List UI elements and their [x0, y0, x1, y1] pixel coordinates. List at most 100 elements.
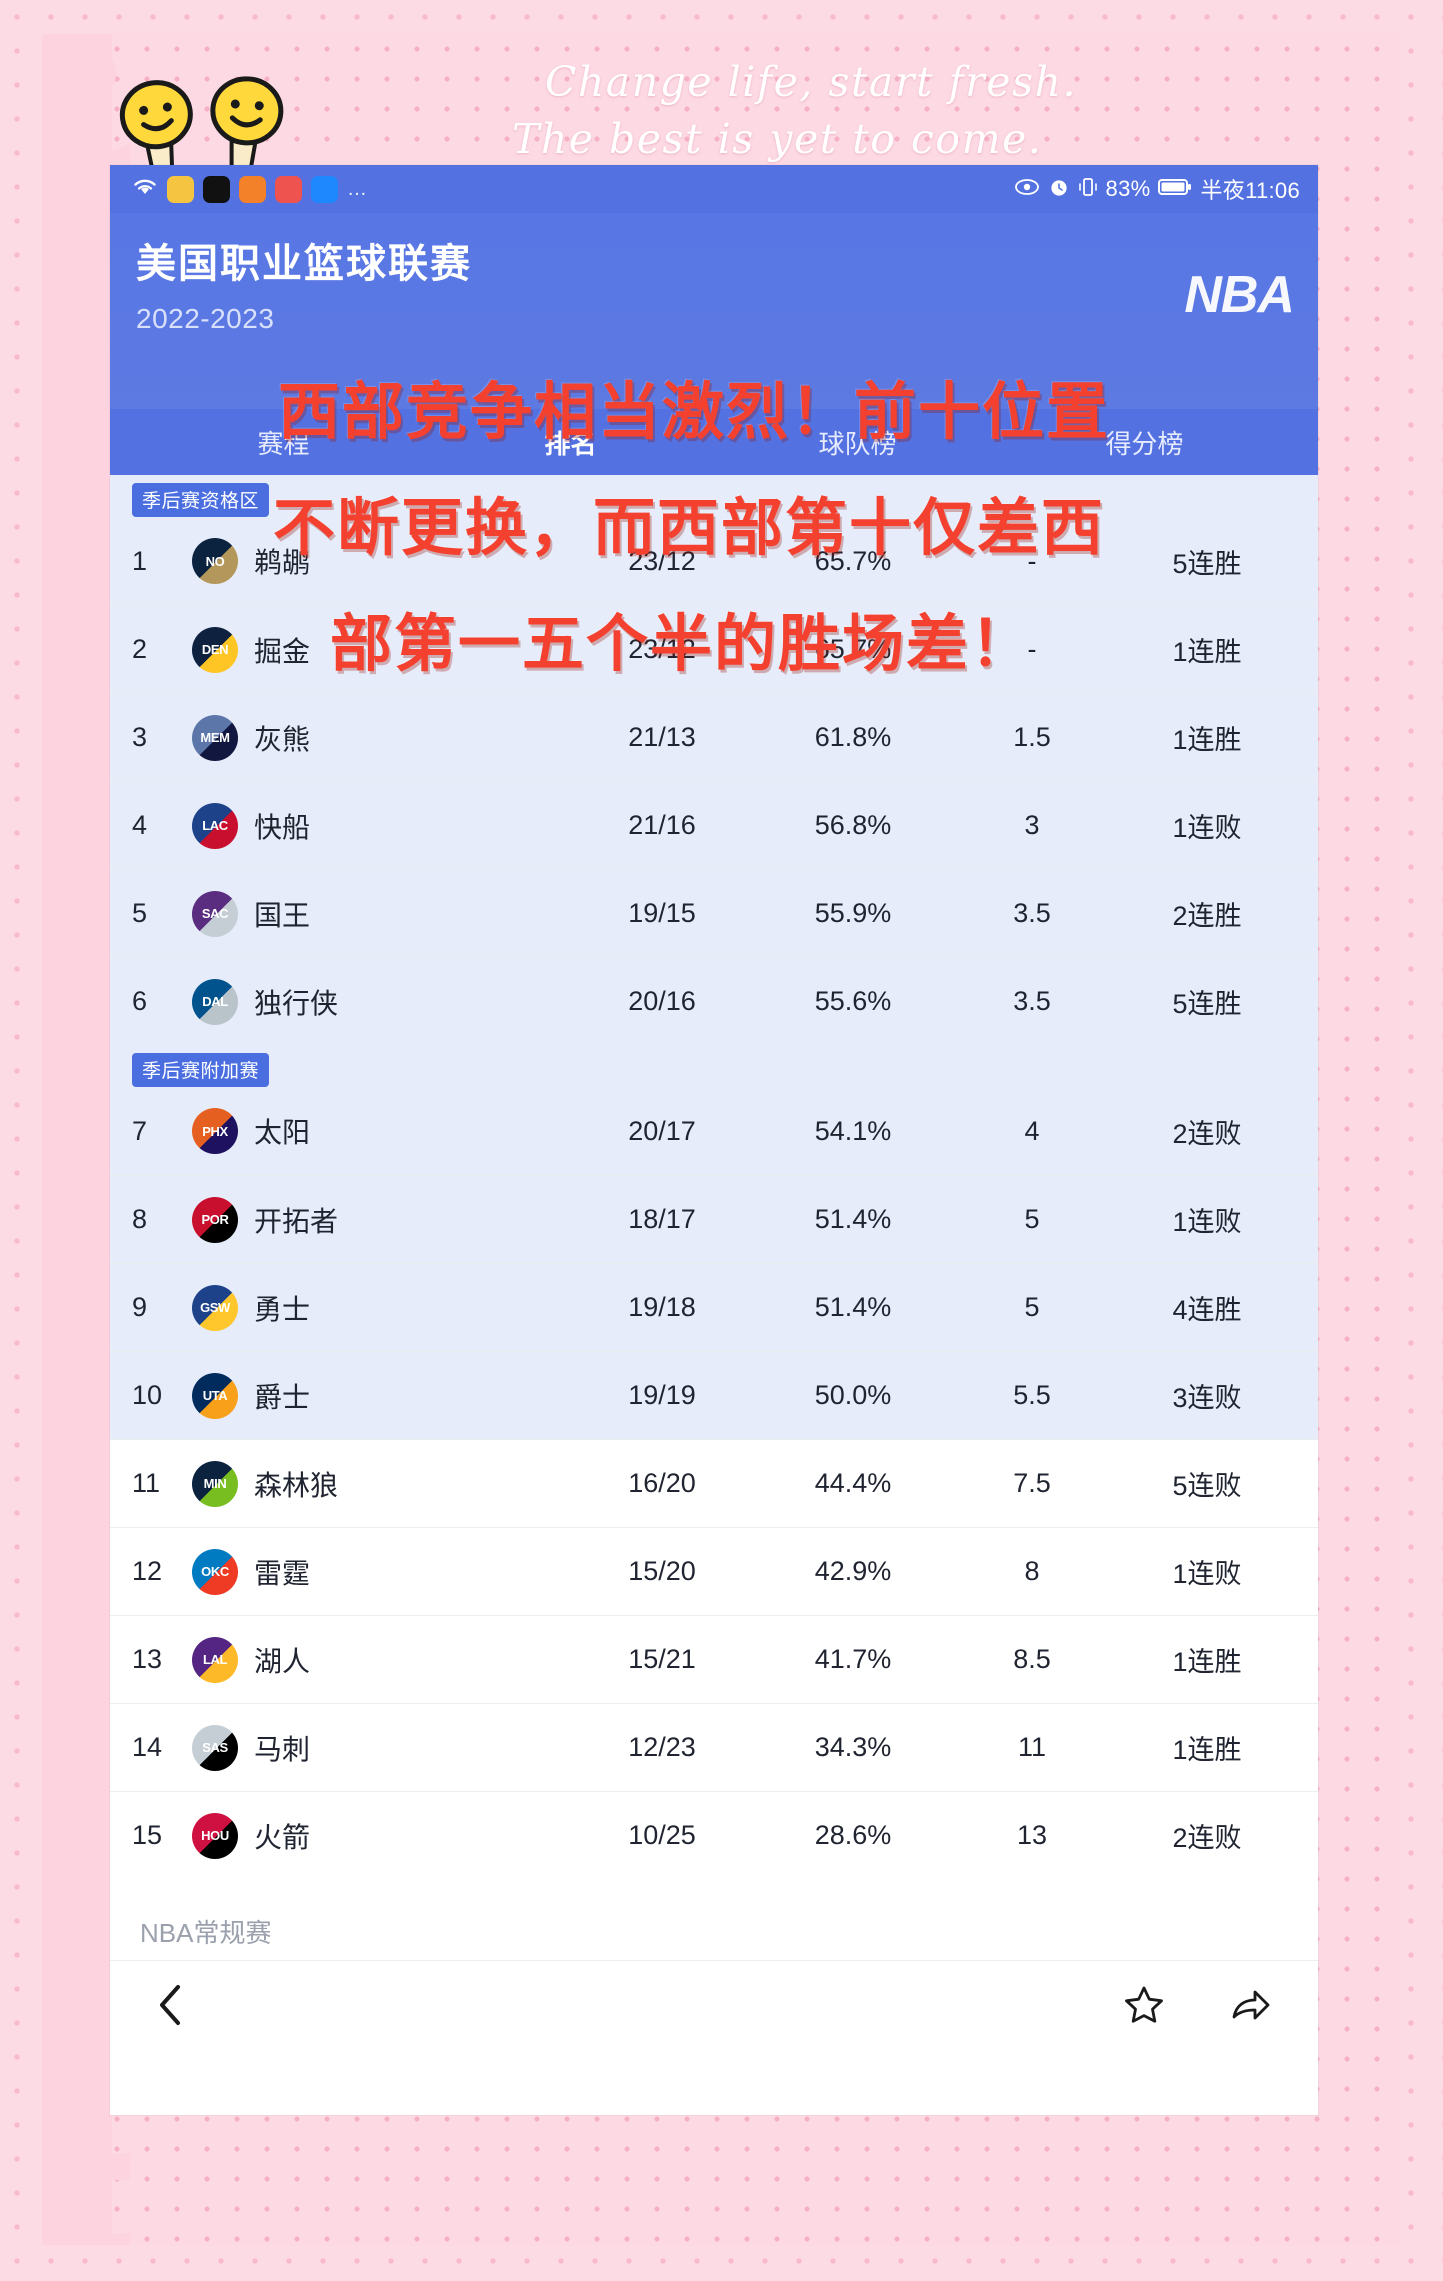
record-cell: 12/23	[628, 1732, 696, 1762]
table-row[interactable]: 11 MIN 森林狼 16/20 44.4% 7.5 5连败	[110, 1439, 1318, 1527]
vibrate-icon	[1078, 176, 1098, 203]
team-logo: OKC	[184, 1548, 246, 1595]
win-pct-cell: 55.6%	[814, 986, 892, 1016]
record-cell: 19/19	[628, 1380, 696, 1410]
team-logo: HOU	[184, 1812, 246, 1859]
status-overflow-icon: …	[347, 177, 369, 200]
tab-schedule[interactable]: 赛程	[257, 428, 310, 459]
streak-cell: 1连胜	[1172, 1647, 1242, 1677]
record-cell: 23/12	[628, 634, 696, 664]
table-row[interactable]: 7 PHX 太阳 20/17 54.1% 4 2连败	[110, 1087, 1318, 1175]
table-row[interactable]: 1 NO 鹈鹕 23/12 65.7% - 5连胜	[110, 517, 1318, 605]
overlay-caption-line-2: 不断更换，而西部第十仅差西	[273, 491, 1106, 564]
battery-percent: 83%	[1105, 176, 1151, 201]
streak-cell: 1连胜	[1172, 725, 1242, 755]
status-bar-left: …	[132, 175, 369, 203]
rank-cell: 8	[132, 1204, 148, 1234]
games-behind-cell: 3.5	[1013, 986, 1051, 1016]
table-row[interactable]: 13 LAL 湖人 15/21 41.7% 8.5 1连胜	[110, 1615, 1318, 1703]
rank-cell: 5	[132, 898, 148, 928]
table-row[interactable]: 14 SAS 马刺 12/23 34.3% 11 1连胜	[110, 1703, 1318, 1791]
eye-icon	[1014, 178, 1040, 201]
streak-cell: 4连胜	[1172, 1295, 1242, 1325]
streak-cell: 5连胜	[1172, 989, 1242, 1019]
back-chevron-icon[interactable]	[154, 1982, 188, 2033]
team-logo: MIN	[184, 1460, 246, 1507]
zone-badge: 季后赛附加赛	[132, 1053, 270, 1087]
table-row[interactable]: 4 LAC 快船 21/16 56.8% 3 1连败	[110, 781, 1318, 869]
tab-team-leaders[interactable]: 球队榜	[818, 428, 897, 459]
streak-cell: 1连败	[1172, 1207, 1242, 1237]
rank-cell: 9	[132, 1292, 148, 1322]
streak-cell: 5连胜	[1172, 548, 1242, 579]
team-name-cell: 湖人	[254, 1645, 311, 1677]
rank-cell: 13	[132, 1644, 163, 1674]
team-logo: MEM	[184, 714, 246, 761]
rank-cell: 2	[132, 634, 148, 664]
record-cell: 21/16	[628, 810, 696, 840]
team-name-cell: 火箭	[254, 1821, 311, 1853]
team-logo: POR	[184, 1196, 246, 1243]
record-cell: 23/12	[628, 545, 696, 576]
nba-logo: NBA	[1184, 266, 1295, 324]
record-cell: 10/25	[628, 1820, 696, 1850]
team-name-cell: 鹈鹕	[254, 547, 311, 578]
rank-cell: 6	[132, 986, 148, 1016]
team-logo: DEN	[184, 626, 246, 673]
script-line-2: The best is yet to come.	[512, 115, 1043, 163]
tab-standings[interactable]: 排名	[544, 428, 597, 459]
table-row[interactable]: 12 OKC 雷霆 15/20 42.9% 8 1连败	[110, 1527, 1318, 1615]
team-name-cell: 快船	[254, 811, 311, 843]
team-logo: SAS	[184, 1724, 246, 1771]
phone-screenshot: … 83% 半夜11:06 美国职业篮球联赛 2022-2023 NBA 赛程 …	[110, 165, 1318, 2115]
win-pct-cell: 51.4%	[814, 1292, 892, 1322]
bottom-bar-actions	[1122, 1983, 1274, 2032]
team-name-cell: 勇士	[254, 1293, 311, 1325]
games-behind-cell: 7.5	[1013, 1468, 1051, 1498]
streak-cell: 2连败	[1172, 1823, 1242, 1853]
bottom-bar	[110, 1961, 1318, 2053]
share-arrow-icon[interactable]	[1228, 1983, 1274, 2032]
record-cell: 19/18	[628, 1292, 696, 1322]
tab-scoring-leaders[interactable]: 得分榜	[1105, 428, 1184, 459]
team-name-cell: 森林狼	[254, 1469, 339, 1501]
table-row[interactable]: 3 MEM 灰熊 21/13 61.8% 1.5 1连胜	[110, 693, 1318, 781]
team-logo: DAL	[184, 978, 246, 1025]
team-logo: LAL	[184, 1636, 246, 1683]
rank-cell: 12	[132, 1556, 163, 1586]
win-pct-cell: 42.9%	[814, 1556, 892, 1586]
table-row[interactable]: 8 POR 开拓者 18/17 51.4% 5 1连败	[110, 1175, 1318, 1263]
win-pct-cell: 50.0%	[814, 1380, 892, 1410]
table-row[interactable]: 6 DAL 独行侠 20/16 55.6% 3.5 5连胜	[110, 957, 1318, 1045]
table-row[interactable]: 5 SAC 国王 19/15 55.9% 3.5 2连胜	[110, 869, 1318, 957]
streak-cell: 1连胜	[1172, 637, 1242, 667]
rank-cell: 7	[132, 1115, 148, 1146]
table-row[interactable]: 15 HOU 火箭 10/25 28.6% 13 2连败	[110, 1791, 1318, 1879]
table-row[interactable]: 10 UTA 爵士 19/19 50.0% 5.5 3连败	[110, 1351, 1318, 1439]
team-name-cell: 掘金	[254, 635, 311, 667]
league-header: 美国职业篮球联赛 2022-2023 NBA	[110, 213, 1318, 409]
star-icon[interactable]	[1122, 1983, 1166, 2032]
browser-icon	[311, 175, 338, 203]
team-logo: NO	[184, 538, 246, 584]
table-row[interactable]: 9 GSW 勇士 19/18 51.4% 5 4连胜	[110, 1263, 1318, 1351]
win-pct-cell: 61.8%	[814, 722, 892, 752]
team-logo: LAC	[184, 802, 246, 849]
standings-table: 季后赛资格区 1 NO 鹈鹕 23/12 65.7% - 5连胜 2 DEN 掘金 23/12 65.7…	[110, 475, 1318, 1879]
team-logo: PHX	[184, 1108, 246, 1154]
record-cell: 20/17	[628, 1115, 696, 1146]
streak-cell: 5连败	[1172, 1471, 1242, 1501]
page-title: 美国职业篮球联赛	[136, 242, 472, 286]
team-logo: SAC	[184, 890, 246, 937]
games-behind-cell: 3.5	[1013, 898, 1051, 928]
status-bar-right: 83% 半夜11:06	[1014, 173, 1300, 205]
tab-bar: 赛程 排名 球队榜 得分榜	[110, 409, 1318, 475]
streak-cell: 2连胜	[1172, 901, 1242, 931]
table-row[interactable]: 2 DEN 掘金 23/12 65.7% - 1连胜	[110, 605, 1318, 693]
rank-cell: 10	[132, 1380, 163, 1410]
win-pct-cell: 65.7%	[814, 545, 892, 576]
win-pct-cell: 28.6%	[814, 1820, 892, 1850]
record-cell: 15/20	[628, 1556, 696, 1586]
streak-cell: 1连胜	[1172, 1735, 1242, 1765]
team-name-cell: 国王	[254, 899, 311, 931]
